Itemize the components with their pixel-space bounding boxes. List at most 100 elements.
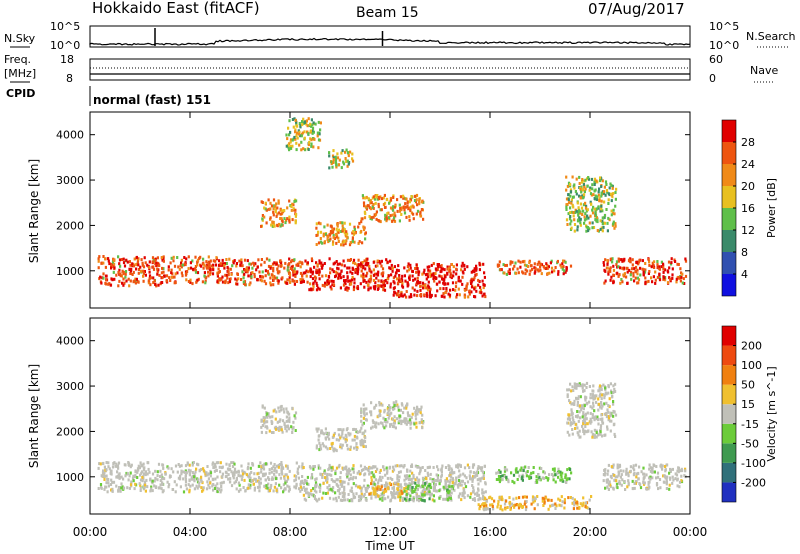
- echo-cell: [415, 425, 418, 429]
- echo-cell: [538, 466, 541, 470]
- echo-cell: [415, 485, 418, 489]
- echo-cell: [402, 496, 405, 500]
- echo-cell: [671, 467, 674, 471]
- echo-cell: [578, 194, 581, 198]
- echo-cell: [442, 485, 445, 489]
- echo-cell: [362, 484, 366, 488]
- echo-cell: [258, 480, 261, 484]
- echo-cell: [188, 488, 191, 492]
- echo-cell: [353, 281, 356, 285]
- echo-cell: [144, 473, 147, 477]
- echo-cell: [110, 266, 113, 270]
- echo-cell: [589, 417, 592, 421]
- echo-cell: [601, 421, 604, 425]
- echo-cell: [393, 281, 396, 285]
- echo-cell: [672, 478, 675, 482]
- echo-cell: [139, 269, 143, 273]
- echo-cell: [616, 475, 619, 479]
- echo-cell: [239, 474, 242, 478]
- echo-cell: [372, 480, 375, 484]
- echo-cell: [138, 466, 141, 470]
- echo-cell: [246, 259, 249, 263]
- echo-cell: [596, 415, 599, 419]
- echo-cell: [625, 275, 628, 279]
- echo-cell: [442, 287, 445, 291]
- echo-cell: [298, 143, 301, 147]
- echo-cell: [465, 476, 468, 480]
- echo-cell: [593, 177, 597, 181]
- echo-cell: [286, 137, 289, 141]
- echo-cell: [391, 486, 394, 490]
- echo-cell: [515, 503, 519, 506]
- echo-cell: [361, 432, 364, 436]
- echo-cell: [315, 490, 318, 494]
- echo-cell: [403, 489, 406, 493]
- echo-cell: [573, 186, 576, 190]
- echo-cell: [243, 280, 247, 284]
- echo-cell: [307, 494, 310, 498]
- echo-cell: [432, 272, 435, 276]
- echo-cell: [104, 485, 107, 489]
- echo-cell: [351, 231, 354, 235]
- echo-cell: [295, 213, 298, 216]
- echo-cell: [411, 490, 414, 494]
- echo-cell: [586, 208, 589, 212]
- echo-cell: [427, 280, 430, 284]
- echo-cell: [135, 470, 138, 474]
- echo-cell: [582, 427, 585, 431]
- echo-cell: [619, 281, 622, 285]
- echo-cell: [428, 465, 431, 469]
- echo-cell: [533, 271, 536, 275]
- echo-cell: [412, 481, 415, 485]
- echo-cell: [569, 496, 572, 499]
- echo-cell: [285, 144, 288, 148]
- echo-cell: [404, 497, 407, 501]
- echo-cell: [406, 265, 409, 269]
- echo-cell: [447, 464, 450, 468]
- echo-cell: [141, 263, 144, 267]
- echo-cell: [315, 234, 318, 237]
- echo-cell: [418, 472, 421, 476]
- echo-cell: [384, 473, 387, 477]
- echo-cell: [413, 194, 416, 198]
- echo-cell: [405, 290, 408, 293]
- echo-cell: [677, 470, 680, 474]
- echo-cell: [287, 427, 290, 431]
- echo-cell: [214, 462, 217, 466]
- echo-cell: [326, 279, 329, 283]
- echo-cell: [317, 464, 320, 468]
- echo-cell: [308, 288, 311, 292]
- echo-cell: [393, 290, 396, 294]
- echo-cell: [458, 293, 461, 297]
- echo-cell: [569, 188, 573, 192]
- echo-cell: [448, 474, 451, 478]
- echo-cell: [671, 475, 674, 479]
- echo-cell: [310, 138, 313, 142]
- echo-cell: [612, 268, 616, 272]
- echo-cell: [295, 474, 298, 478]
- echo-cell: [451, 281, 455, 285]
- echo-cell: [538, 475, 541, 479]
- echo-cell: [663, 276, 666, 280]
- echo-cell: [345, 148, 348, 152]
- echo-region: [390, 261, 487, 299]
- echo-cell: [131, 273, 134, 276]
- echo-cell: [346, 288, 349, 292]
- echo-cell: [475, 272, 478, 276]
- echo-cell: [601, 219, 604, 223]
- echo-cell: [321, 263, 324, 267]
- echo-cell: [607, 270, 610, 274]
- echo-cell: [341, 491, 344, 495]
- echo-cell: [373, 482, 376, 486]
- echo-cell: [272, 266, 275, 270]
- colorbar-segment: [722, 404, 736, 424]
- echo-cell: [603, 402, 606, 406]
- echo-cell: [569, 468, 572, 471]
- echo-cell: [362, 445, 365, 448]
- echo-cell: [318, 441, 321, 445]
- echo-cell: [381, 475, 384, 479]
- echo-cell: [99, 275, 102, 279]
- echo-cell: [551, 503, 554, 507]
- echo-cell: [571, 432, 574, 436]
- echo-cell: [202, 266, 205, 270]
